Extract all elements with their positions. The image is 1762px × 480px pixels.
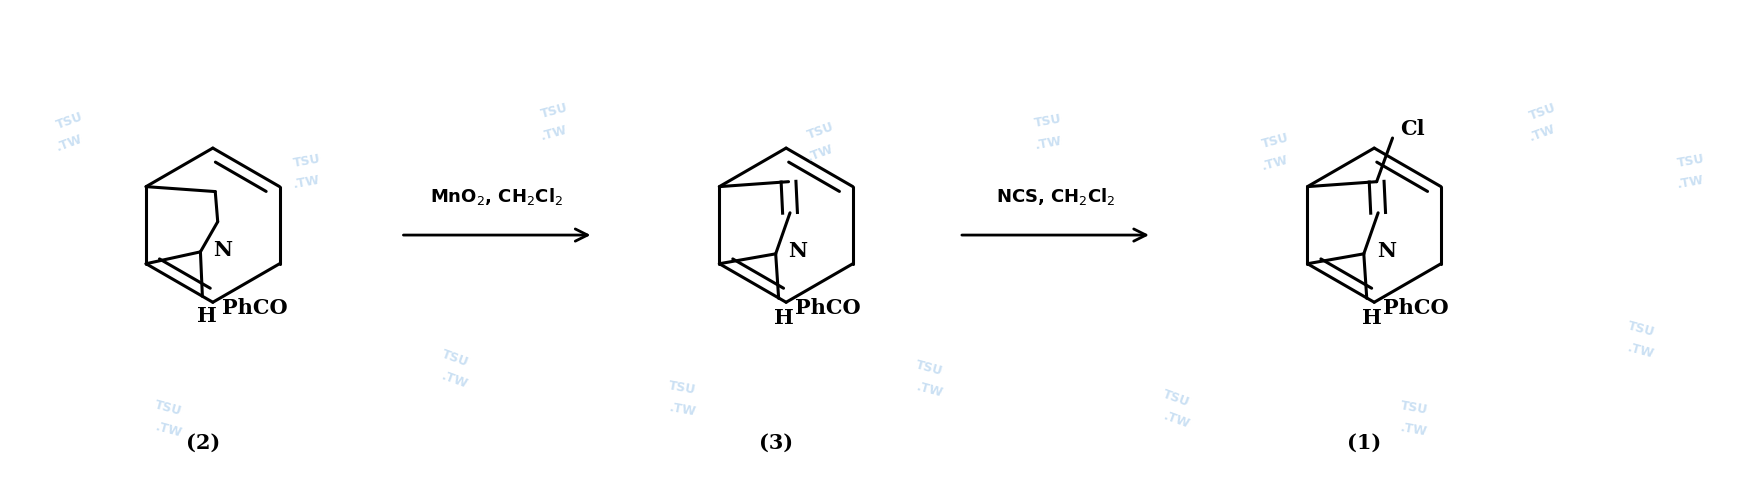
Text: TSU: TSU [539, 102, 569, 121]
Text: .TW: .TW [1676, 174, 1706, 192]
Text: PhCO: PhCO [222, 298, 287, 318]
Text: .TW: .TW [1626, 341, 1656, 360]
Text: TSU: TSU [292, 152, 321, 170]
Text: TSU: TSU [668, 380, 698, 397]
Text: .TW: .TW [805, 142, 835, 164]
Text: (3): (3) [759, 432, 793, 453]
Text: TSU: TSU [1626, 319, 1656, 339]
Text: N: N [789, 241, 807, 261]
Text: TSU: TSU [1528, 101, 1558, 122]
Text: TSU: TSU [1033, 113, 1062, 130]
Text: TSU: TSU [153, 398, 183, 418]
Text: H: H [1362, 308, 1381, 328]
Text: .TW: .TW [1260, 153, 1290, 173]
Text: N: N [1376, 241, 1396, 261]
Text: TSU: TSU [805, 120, 835, 142]
Text: NCS, CH$_2$Cl$_2$: NCS, CH$_2$Cl$_2$ [996, 186, 1115, 207]
Text: TSU: TSU [440, 348, 470, 370]
Text: PhCO: PhCO [1383, 298, 1448, 318]
Text: .TW: .TW [292, 174, 321, 192]
Text: .TW: .TW [668, 401, 696, 419]
Text: H: H [197, 306, 217, 326]
Text: TSU: TSU [1676, 152, 1706, 170]
Text: TSU: TSU [914, 359, 944, 378]
Text: H: H [774, 308, 793, 328]
Text: PhCO: PhCO [795, 298, 862, 318]
Text: TSU: TSU [55, 110, 85, 132]
Text: TSU: TSU [1260, 132, 1290, 151]
Text: .TW: .TW [153, 420, 183, 440]
Text: .TW: .TW [914, 381, 944, 400]
Text: .TW: .TW [1034, 134, 1062, 152]
Text: MnO$_2$, CH$_2$Cl$_2$: MnO$_2$, CH$_2$Cl$_2$ [430, 186, 564, 207]
Text: .TW: .TW [55, 132, 85, 154]
Text: TSU: TSU [1161, 387, 1191, 409]
Text: Cl: Cl [1401, 119, 1425, 139]
Text: TSU: TSU [1399, 399, 1429, 417]
Text: (1): (1) [1348, 432, 1381, 453]
Text: .TW: .TW [1528, 122, 1558, 144]
Text: N: N [213, 240, 233, 260]
Text: .TW: .TW [1161, 409, 1191, 431]
Text: .TW: .TW [539, 123, 569, 143]
Text: .TW: .TW [1399, 421, 1429, 439]
Text: .TW: .TW [440, 370, 470, 391]
Text: (2): (2) [185, 432, 220, 453]
